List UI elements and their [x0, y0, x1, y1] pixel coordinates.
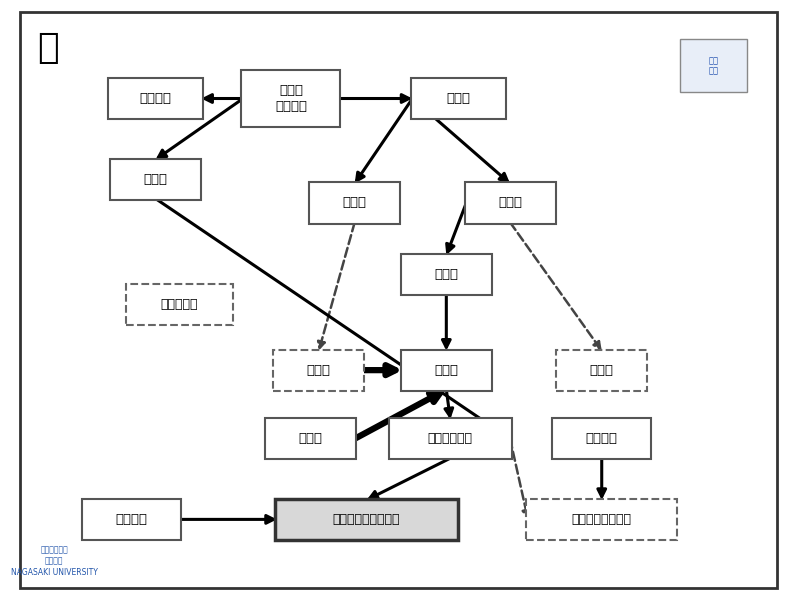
FancyBboxPatch shape [20, 12, 777, 588]
FancyBboxPatch shape [526, 499, 677, 540]
Text: 看護介入: 看護介入 [116, 513, 147, 526]
FancyBboxPatch shape [241, 70, 340, 127]
Text: 職　業: 職 業 [143, 173, 167, 186]
Text: 症　状: 症 状 [590, 364, 614, 377]
Text: 長崎
大学: 長崎 大学 [709, 56, 718, 75]
Text: 対象者
基本情報: 対象者 基本情報 [275, 84, 307, 113]
Text: 疾患名: 疾患名 [446, 92, 470, 105]
FancyBboxPatch shape [108, 78, 202, 119]
Text: 生活への影響: 生活への影響 [428, 432, 473, 445]
FancyBboxPatch shape [556, 349, 647, 390]
FancyBboxPatch shape [401, 349, 492, 390]
FancyBboxPatch shape [401, 254, 492, 295]
Text: 治　療: 治 療 [299, 432, 323, 445]
FancyBboxPatch shape [110, 159, 201, 199]
FancyBboxPatch shape [309, 182, 400, 223]
FancyBboxPatch shape [465, 182, 556, 223]
Text: 看護介入: 看護介入 [586, 432, 618, 445]
FancyBboxPatch shape [276, 499, 457, 540]
Text: 国立大学法人
長崎大学
NAGASAKI UNIVERSITY: 国立大学法人 長崎大学 NAGASAKI UNIVERSITY [10, 545, 98, 577]
Text: リスク型看護診断: リスク型看護診断 [571, 513, 632, 526]
FancyBboxPatch shape [680, 39, 747, 92]
Text: 例: 例 [37, 31, 59, 64]
Text: 検　査: 検 査 [434, 268, 458, 281]
Text: 病　態: 病 態 [343, 196, 367, 210]
FancyBboxPatch shape [273, 349, 364, 390]
Text: 症　状: 症 状 [434, 364, 458, 377]
FancyBboxPatch shape [389, 418, 512, 460]
Text: 病　態: 病 態 [498, 196, 522, 210]
Text: 症　状: 症 状 [307, 364, 331, 377]
FancyBboxPatch shape [552, 418, 651, 460]
Text: 原因・誘因: 原因・誘因 [160, 298, 198, 311]
FancyBboxPatch shape [265, 418, 356, 460]
Text: 問題焦点型看護診断: 問題焦点型看護診断 [333, 513, 400, 526]
FancyBboxPatch shape [82, 499, 181, 540]
Text: 家族構成: 家族構成 [139, 92, 171, 105]
FancyBboxPatch shape [410, 78, 505, 119]
FancyBboxPatch shape [126, 284, 233, 325]
